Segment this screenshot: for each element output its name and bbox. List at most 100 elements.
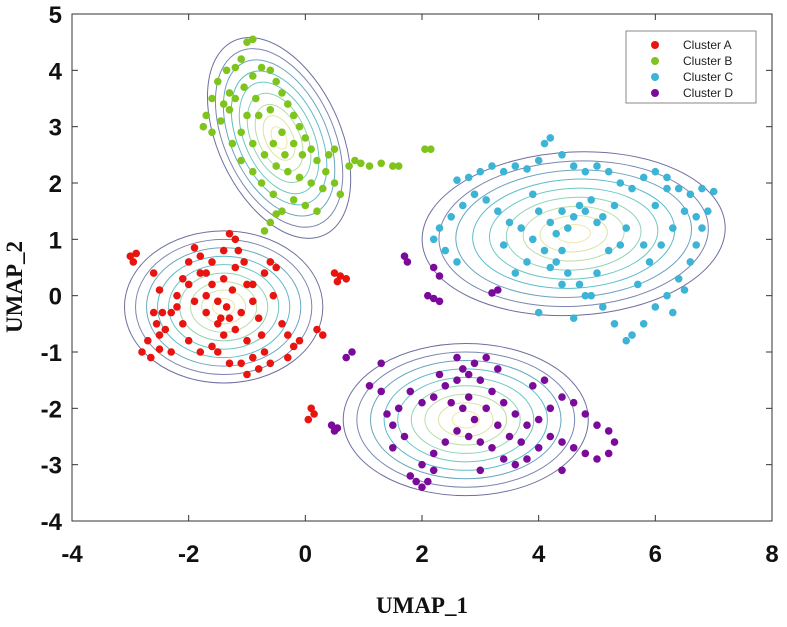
point-series-3 (534, 156, 543, 165)
point-series-3 (569, 162, 578, 170)
point-series-3 (587, 196, 595, 204)
point-series-3 (686, 190, 695, 199)
point-series-1 (272, 263, 281, 272)
point-series-4 (581, 449, 590, 458)
point-series-4 (494, 421, 502, 430)
contour-ring (212, 297, 236, 316)
contour-ring (410, 385, 521, 454)
point-series-1 (307, 404, 316, 413)
point-series-2 (254, 111, 263, 120)
point-series-2 (260, 227, 269, 235)
point-series-1 (243, 336, 251, 345)
y-tick-label: -2 (41, 396, 62, 423)
point-series-1 (249, 280, 257, 289)
point-series-3 (581, 291, 590, 300)
point-series-1 (129, 258, 138, 266)
point-series-2 (208, 94, 216, 103)
point-series-1 (313, 325, 321, 334)
point-series-2 (225, 89, 234, 97)
point-series-4 (540, 376, 549, 385)
point-series-3 (558, 207, 566, 215)
point-series-3 (441, 246, 450, 255)
point-series-4 (464, 393, 473, 401)
point-series-3 (558, 246, 566, 255)
point-series-4 (505, 432, 514, 441)
legend-box (625, 30, 757, 104)
contour-ring (438, 160, 709, 308)
point-series-3 (482, 196, 491, 204)
point-series-3 (704, 207, 712, 215)
point-series-1 (152, 320, 161, 328)
point-series-2 (301, 134, 310, 142)
point-series-1 (249, 353, 257, 362)
point-series-4 (511, 410, 520, 418)
point-series-3 (523, 165, 531, 173)
point-series-3 (680, 207, 689, 215)
point-series-1 (208, 258, 216, 266)
y-tick-label: 5 (49, 2, 62, 29)
point-series-3 (429, 235, 438, 244)
point-series-4 (470, 415, 479, 424)
point-series-2 (252, 94, 260, 103)
point-series-4 (511, 460, 520, 469)
point-series-1 (284, 331, 292, 339)
point-series-1 (158, 308, 167, 317)
point-series-3 (639, 173, 648, 182)
point-series-3 (651, 201, 660, 210)
point-series-4 (441, 382, 450, 390)
point-series-2 (272, 210, 281, 218)
point-series-2 (421, 145, 429, 153)
point-series-4 (389, 444, 397, 452)
point-series-1 (237, 359, 245, 368)
point-series-3 (593, 162, 601, 170)
point-series-4 (476, 376, 485, 385)
point-series-3 (616, 241, 625, 249)
point-series-1 (225, 229, 234, 238)
point-series-3 (674, 184, 683, 193)
point-series-2 (319, 184, 327, 193)
point-series-3 (669, 224, 677, 232)
point-series-1 (237, 308, 245, 317)
point-series-1 (184, 336, 193, 345)
point-series-3 (435, 224, 444, 232)
point-series-3 (494, 207, 502, 215)
contour-ring (214, 48, 344, 228)
point-series-2 (266, 218, 275, 227)
point-series-2 (307, 179, 316, 187)
point-series-2 (243, 38, 251, 46)
point-series-1 (184, 280, 193, 289)
contour-ring (157, 255, 291, 359)
contour-ring (201, 289, 247, 325)
point-series-4 (453, 427, 461, 435)
point-series-4 (429, 449, 438, 458)
legend-label: Cluster C (683, 70, 733, 84)
point-series-3 (622, 224, 630, 232)
contour-ring (455, 169, 693, 298)
point-series-2 (330, 179, 339, 187)
point-series-2 (237, 128, 245, 137)
point-series-1 (132, 249, 140, 258)
legend-label: Cluster A (683, 38, 732, 52)
point-series-2 (289, 111, 298, 120)
point-series-3 (634, 280, 642, 289)
point-series-2 (295, 122, 304, 131)
point-series-1 (161, 325, 170, 334)
point-series-3 (523, 258, 531, 266)
point-series-4 (418, 460, 426, 469)
point-series-4 (482, 353, 491, 362)
point-series-2 (208, 128, 216, 137)
point-series-1 (208, 280, 216, 289)
point-series-4 (453, 376, 461, 385)
point-series-4 (333, 424, 342, 432)
contour-ring (124, 230, 324, 384)
point-series-3 (534, 207, 543, 215)
point-series-4 (593, 421, 601, 430)
point-series-4 (529, 382, 537, 390)
point-series-3 (552, 258, 560, 266)
point-series-1 (208, 342, 216, 351)
point-series-1 (225, 359, 234, 368)
contour-ring (505, 196, 642, 271)
point-series-3 (511, 162, 520, 170)
point-series-1 (336, 272, 345, 280)
